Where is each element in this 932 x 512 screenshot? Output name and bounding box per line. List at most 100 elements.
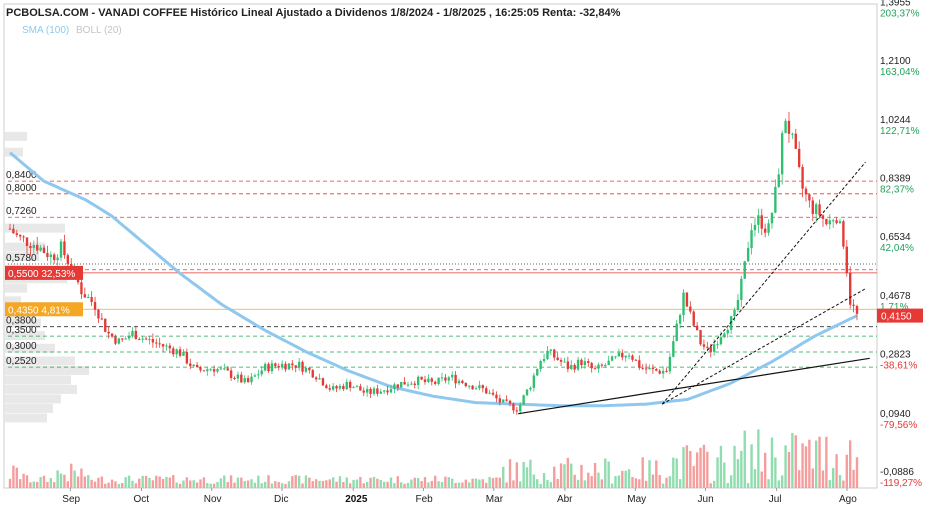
volume-bar	[423, 477, 427, 488]
volume-bar	[182, 480, 185, 488]
volume-bar	[114, 481, 117, 488]
volume-profile-bar	[5, 242, 45, 252]
candle-body	[246, 378, 250, 383]
volume-bar	[192, 480, 195, 488]
volume-bar	[716, 457, 719, 488]
candle-body	[522, 395, 525, 405]
candle-body	[835, 220, 838, 224]
candle-body	[491, 392, 495, 395]
candle-body	[556, 357, 559, 360]
candle-body	[423, 379, 427, 382]
volume-bar	[566, 457, 570, 488]
volume-bar	[236, 477, 240, 488]
candle-body	[410, 383, 413, 385]
price-badges: 0,5500 32,53% 0,4350 4,81%	[5, 265, 83, 317]
volume-bar	[495, 477, 498, 488]
candle-body	[447, 377, 450, 381]
candle-body	[675, 323, 678, 342]
volume-bar	[580, 464, 583, 488]
volume-bar	[233, 482, 236, 488]
candle-body	[804, 188, 808, 195]
candle-body	[165, 345, 168, 347]
volume-profile-bar	[5, 296, 21, 306]
candle-body	[532, 375, 536, 388]
volume-bar	[161, 479, 165, 488]
volume-bar	[461, 482, 464, 488]
volume-bar	[427, 482, 430, 488]
candle-body	[600, 364, 604, 366]
candle-body	[66, 255, 70, 264]
volume-bar	[556, 478, 559, 488]
candle-body	[202, 370, 206, 372]
volume-bar	[699, 447, 702, 488]
volume-bar	[199, 479, 202, 488]
volume-bar	[243, 480, 246, 488]
candle-body	[39, 247, 42, 251]
volume-profile-bar	[5, 375, 71, 385]
candle-body	[294, 365, 297, 368]
candle-body	[750, 230, 753, 248]
volume-bar	[794, 435, 797, 488]
volume-bar	[66, 481, 70, 488]
candle-body	[678, 315, 682, 324]
candle-body	[229, 370, 233, 378]
volume-bar	[743, 430, 746, 488]
volume-profile-bar	[5, 318, 41, 328]
y-tick-price: -0,0886	[880, 467, 914, 478]
candle-body	[403, 381, 406, 385]
candle-body	[573, 364, 576, 370]
volume-bar	[471, 478, 474, 488]
candle-body	[161, 344, 165, 347]
candle-body	[797, 148, 801, 167]
volume-bar	[206, 483, 209, 488]
volume-bar	[570, 463, 573, 488]
volume-bar	[563, 464, 566, 488]
candle-body	[777, 174, 780, 187]
volume-bar	[410, 479, 413, 488]
volume-profile-bar	[5, 131, 27, 141]
chart-title: PCBOLSA.COM - VANADI COFFEE Histórico Li…	[6, 7, 621, 19]
volume-bar	[474, 478, 478, 488]
candle-body	[151, 339, 155, 343]
volume-bar	[825, 436, 828, 488]
y-tick-price: 0,8389	[880, 173, 911, 184]
level-label: 0,5780	[6, 253, 37, 264]
candle-body	[301, 361, 304, 372]
volume-bar	[437, 481, 440, 488]
candle-body	[342, 385, 345, 390]
volume-bar	[134, 483, 138, 488]
volume-bar	[104, 483, 107, 488]
volume-bar	[301, 483, 304, 488]
volume-profile-bar	[5, 147, 23, 157]
volume-bar	[532, 474, 536, 488]
volume-bar	[444, 476, 447, 488]
volume-bar	[29, 482, 32, 488]
candle-body	[277, 366, 280, 368]
volume-bar	[604, 458, 607, 488]
volume-bar	[331, 477, 335, 488]
volume-bar	[138, 478, 141, 488]
candle-body	[12, 228, 15, 234]
price-badge	[5, 265, 83, 280]
candle-body	[791, 133, 794, 135]
x-tick-label: Abr	[557, 494, 573, 505]
candle-body	[430, 378, 433, 382]
candle-body	[658, 370, 661, 374]
candle-body	[83, 294, 87, 298]
volume-bar	[83, 476, 87, 488]
level-label: 0,3800	[6, 316, 37, 327]
volume-bar	[53, 482, 56, 488]
volume-bar	[202, 477, 206, 488]
candle-body	[780, 133, 784, 175]
volume-bar	[814, 440, 818, 488]
candle-body	[542, 358, 546, 362]
candle-body	[468, 385, 471, 387]
candle-body	[121, 338, 124, 340]
volume-bar	[593, 462, 597, 488]
volume-bar	[590, 476, 593, 488]
volume-bar	[797, 470, 801, 488]
candle-body	[536, 368, 539, 376]
volume-bar	[624, 470, 627, 488]
